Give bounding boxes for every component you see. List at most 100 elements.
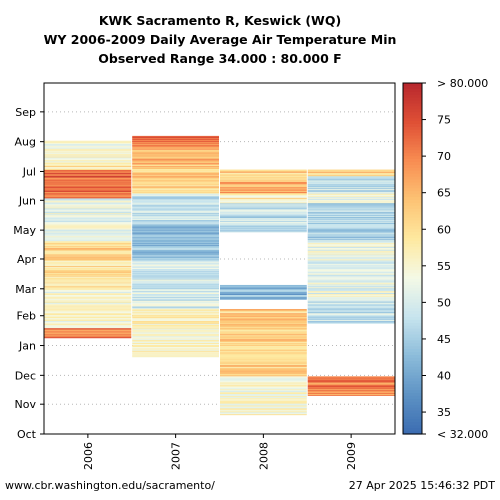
heatmap-cell <box>220 393 307 395</box>
heatmap-cell <box>132 330 219 332</box>
heatmap-cell <box>44 248 132 250</box>
heatmap-cell <box>44 213 132 216</box>
heatmap-cell <box>307 218 395 220</box>
heatmap-cell <box>220 203 307 205</box>
heatmap-cell <box>132 242 219 244</box>
heatmap-cell <box>132 263 219 266</box>
colorbar-swatch <box>403 325 422 330</box>
heatmap-cell <box>132 172 219 174</box>
heatmap-cell <box>132 162 219 165</box>
heatmap-cell <box>220 352 307 354</box>
heatmap-cell <box>220 226 307 228</box>
colorbar-swatch <box>403 317 422 321</box>
heatmap-cell <box>44 304 132 306</box>
heatmap-cell <box>307 255 395 257</box>
heatmap-cell <box>132 198 219 200</box>
heatmap-cell <box>307 186 395 189</box>
heatmap-cell <box>307 267 395 269</box>
heatmap-cell <box>307 222 395 224</box>
heatmap-cell <box>132 191 219 194</box>
heatmap-cell <box>220 309 307 312</box>
heatmap-cell <box>307 199 395 201</box>
heatmap-cell <box>220 386 307 389</box>
heatmap-cell <box>220 288 307 291</box>
heatmap-cell <box>307 256 395 258</box>
heatmap-cell <box>307 254 395 256</box>
heatmap-cell <box>220 394 307 396</box>
colorbar-swatch <box>403 349 422 353</box>
heatmap-cell <box>44 184 132 187</box>
heatmap-cell <box>44 162 132 165</box>
heatmap-cell <box>220 219 307 221</box>
heatmap-cell <box>220 397 307 399</box>
heatmap-cell <box>307 252 395 254</box>
heatmap-cell <box>220 360 307 363</box>
heatmap-cell <box>220 323 307 325</box>
heatmap-cell <box>44 311 132 314</box>
heatmap-cell <box>307 202 395 204</box>
heatmap-cell <box>220 204 307 206</box>
heatmap-cell <box>132 331 219 333</box>
heatmap-cell <box>44 167 132 169</box>
heatmap-cell <box>44 330 132 332</box>
heatmap-cell <box>307 206 395 208</box>
heatmap-cell <box>132 221 219 223</box>
heatmap-cell <box>132 321 219 323</box>
heatmap-cell <box>307 183 395 186</box>
heatmap-cell <box>132 301 219 303</box>
heatmap-cell <box>132 151 219 153</box>
heatmap-cell <box>132 262 219 265</box>
heatmap-cell <box>44 228 132 230</box>
heatmap-cell <box>307 187 395 190</box>
heatmap-cell <box>220 201 307 203</box>
heatmap-cell <box>132 288 219 291</box>
heatmap-cell <box>132 158 219 161</box>
colorbar-swatch <box>403 390 422 394</box>
heatmap-cell <box>307 244 395 246</box>
heatmap-cell <box>132 176 219 178</box>
heatmap-cell <box>44 151 132 153</box>
heatmap-cell <box>132 239 219 242</box>
heatmap-cell <box>44 230 132 232</box>
heatmap-cell <box>132 255 219 257</box>
heatmap-cell <box>220 297 307 299</box>
heatmap-cell <box>132 305 219 307</box>
heatmap-cell <box>44 232 132 234</box>
colorbar-swatch <box>403 284 422 289</box>
heatmap-cell <box>307 316 395 319</box>
heatmap-cell <box>220 202 307 204</box>
heatmap-cell <box>44 214 132 217</box>
colorbar-swatch <box>403 410 422 415</box>
heatmap-cell <box>220 200 307 202</box>
heatmap-cell <box>132 258 219 260</box>
colorbar-swatch <box>403 208 422 213</box>
colorbar-swatch <box>403 331 422 336</box>
colorbar-swatch <box>403 109 422 113</box>
heatmap-cell <box>44 322 132 324</box>
heatmap-cell <box>44 308 132 310</box>
heatmap-cell <box>132 184 219 187</box>
heatmap-cell <box>132 186 219 189</box>
heatmap-cell <box>132 246 219 248</box>
colorbar-border <box>402 82 423 435</box>
colorbar-swatch <box>403 398 422 403</box>
heatmap-cell <box>132 270 219 272</box>
heatmap-cell <box>44 170 132 172</box>
colorbar-swatch <box>403 384 422 388</box>
heatmap-cell <box>307 205 395 207</box>
heatmap-cell <box>132 197 219 199</box>
heatmap-cell <box>307 239 395 242</box>
heatmap-cell <box>132 187 219 190</box>
heatmap-cell <box>132 290 219 293</box>
heatmap-cell <box>307 381 395 383</box>
heatmap-cell <box>307 387 395 390</box>
heatmap-cell <box>307 307 395 309</box>
colorbar-tick-label: 50 <box>437 296 451 309</box>
heatmap-cell <box>132 135 219 138</box>
heatmap-cell <box>44 147 132 149</box>
heatmap-cell <box>220 171 307 173</box>
heatmap-cell <box>307 171 395 173</box>
heatmap-cell <box>132 346 219 348</box>
heatmap-cell <box>44 183 132 185</box>
heatmap-cell <box>132 340 219 343</box>
